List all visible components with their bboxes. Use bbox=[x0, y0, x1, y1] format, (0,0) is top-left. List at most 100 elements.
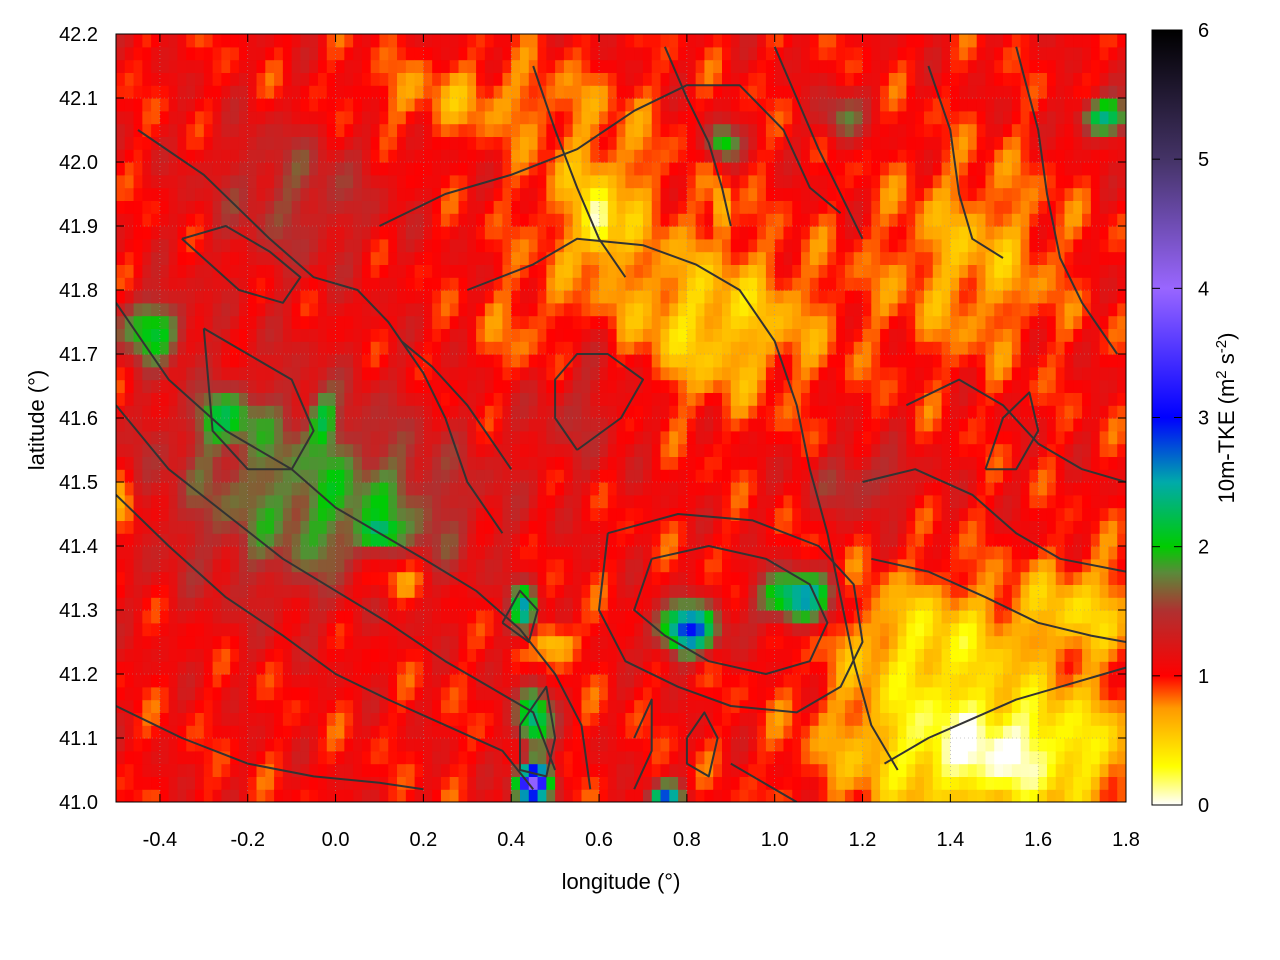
heatmap-cell bbox=[344, 110, 354, 125]
heatmap-cell bbox=[274, 174, 284, 189]
heatmap-cell bbox=[537, 494, 547, 509]
heatmap-cell bbox=[405, 226, 416, 240]
heatmap-cell bbox=[651, 200, 662, 214]
heatmap-cell bbox=[221, 405, 231, 419]
heatmap-cell bbox=[256, 277, 266, 291]
heatmap-cell bbox=[133, 571, 143, 585]
heatmap-cell bbox=[221, 213, 231, 227]
heatmap-cell bbox=[212, 123, 222, 137]
heatmap-cell bbox=[326, 776, 337, 790]
heatmap-cell bbox=[414, 584, 424, 598]
heatmap-cell bbox=[124, 494, 135, 509]
heatmap-cell bbox=[344, 46, 354, 61]
heatmap-cell bbox=[397, 302, 407, 317]
heatmap-cell bbox=[247, 738, 258, 752]
heatmap-cell bbox=[642, 571, 653, 585]
heatmap-cell bbox=[537, 405, 547, 419]
heatmap-cell bbox=[274, 213, 284, 227]
heatmap-cell bbox=[168, 738, 179, 752]
heatmap-cell bbox=[449, 635, 460, 649]
heatmap-cell bbox=[379, 366, 389, 381]
heatmap-cell bbox=[739, 315, 749, 329]
heatmap-cell bbox=[730, 789, 741, 802]
heatmap-cell bbox=[405, 302, 416, 317]
heatmap-cell bbox=[590, 635, 600, 649]
heatmap-cell bbox=[397, 251, 407, 265]
heatmap-cell bbox=[133, 85, 143, 99]
heatmap-cell bbox=[440, 789, 451, 802]
heatmap-cell bbox=[449, 277, 460, 291]
heatmap-cell bbox=[818, 251, 828, 265]
heatmap-cell bbox=[318, 789, 328, 802]
heatmap-cell bbox=[792, 302, 802, 317]
heatmap-cell bbox=[607, 379, 618, 393]
heatmap-cell bbox=[616, 750, 626, 765]
heatmap-cell bbox=[282, 661, 293, 675]
heatmap-cell bbox=[116, 110, 126, 125]
heatmap-cell bbox=[300, 302, 310, 317]
heatmap-cell bbox=[801, 456, 811, 470]
heatmap-cell bbox=[423, 200, 433, 214]
heatmap-cell bbox=[783, 213, 793, 227]
heatmap-cell bbox=[678, 174, 688, 189]
heatmap-cell bbox=[818, 72, 828, 86]
heatmap-cell bbox=[440, 712, 451, 726]
heatmap-cell bbox=[230, 584, 240, 598]
heatmap-cell bbox=[414, 507, 424, 521]
heatmap-cell bbox=[765, 533, 776, 547]
heatmap-cell bbox=[563, 354, 574, 368]
heatmap-cell bbox=[660, 443, 670, 457]
heatmap-cell bbox=[528, 187, 539, 201]
heatmap-cell bbox=[792, 494, 802, 509]
heatmap-cell bbox=[370, 699, 381, 713]
heatmap-cell bbox=[739, 187, 749, 201]
heatmap-cell bbox=[195, 379, 205, 393]
heatmap-cell bbox=[528, 366, 539, 381]
heatmap-cell bbox=[186, 98, 196, 112]
heatmap-cell bbox=[186, 725, 196, 739]
heatmap-cell bbox=[722, 558, 732, 573]
heatmap-cell bbox=[678, 750, 688, 765]
heatmap-cell bbox=[669, 763, 679, 777]
heatmap-cell bbox=[159, 712, 170, 726]
heatmap-cell bbox=[186, 354, 196, 368]
heatmap-cell bbox=[212, 610, 222, 624]
heatmap-cell bbox=[651, 98, 662, 112]
heatmap-cell bbox=[361, 110, 372, 125]
heatmap-cell bbox=[458, 725, 468, 739]
heatmap-cell bbox=[318, 123, 328, 137]
heatmap-cell bbox=[423, 686, 433, 701]
heatmap-cell bbox=[432, 738, 442, 752]
heatmap-cell bbox=[713, 174, 723, 189]
heatmap-cell bbox=[212, 763, 222, 777]
heatmap-cell bbox=[449, 354, 460, 368]
heatmap-cell bbox=[765, 315, 776, 329]
heatmap-cell bbox=[142, 85, 152, 99]
heatmap-cell bbox=[801, 46, 811, 61]
heatmap-cell bbox=[484, 584, 495, 598]
heatmap-cell bbox=[159, 776, 170, 790]
heatmap-cell bbox=[476, 34, 486, 48]
heatmap-cell bbox=[572, 738, 583, 752]
heatmap-cell bbox=[309, 315, 319, 329]
heatmap-cell bbox=[370, 238, 381, 253]
heatmap-cell bbox=[440, 430, 451, 445]
heatmap-cell bbox=[326, 59, 337, 73]
heatmap-cell bbox=[502, 648, 512, 662]
heatmap-cell bbox=[563, 610, 574, 624]
heatmap-cell bbox=[722, 72, 732, 86]
heatmap-cell bbox=[282, 571, 293, 585]
heatmap-cell bbox=[195, 661, 205, 675]
heatmap-cell bbox=[748, 46, 758, 61]
heatmap-cell bbox=[326, 251, 337, 265]
heatmap-cell bbox=[713, 85, 723, 99]
heatmap-cell bbox=[142, 738, 152, 752]
heatmap-cell bbox=[440, 699, 451, 713]
heatmap-cell bbox=[467, 584, 477, 598]
heatmap-cell bbox=[765, 507, 776, 521]
heatmap-cell bbox=[528, 520, 539, 534]
heatmap-cell bbox=[177, 712, 187, 726]
heatmap-cell bbox=[590, 776, 600, 790]
heatmap-cell bbox=[124, 98, 135, 112]
heatmap-cell bbox=[537, 187, 547, 201]
